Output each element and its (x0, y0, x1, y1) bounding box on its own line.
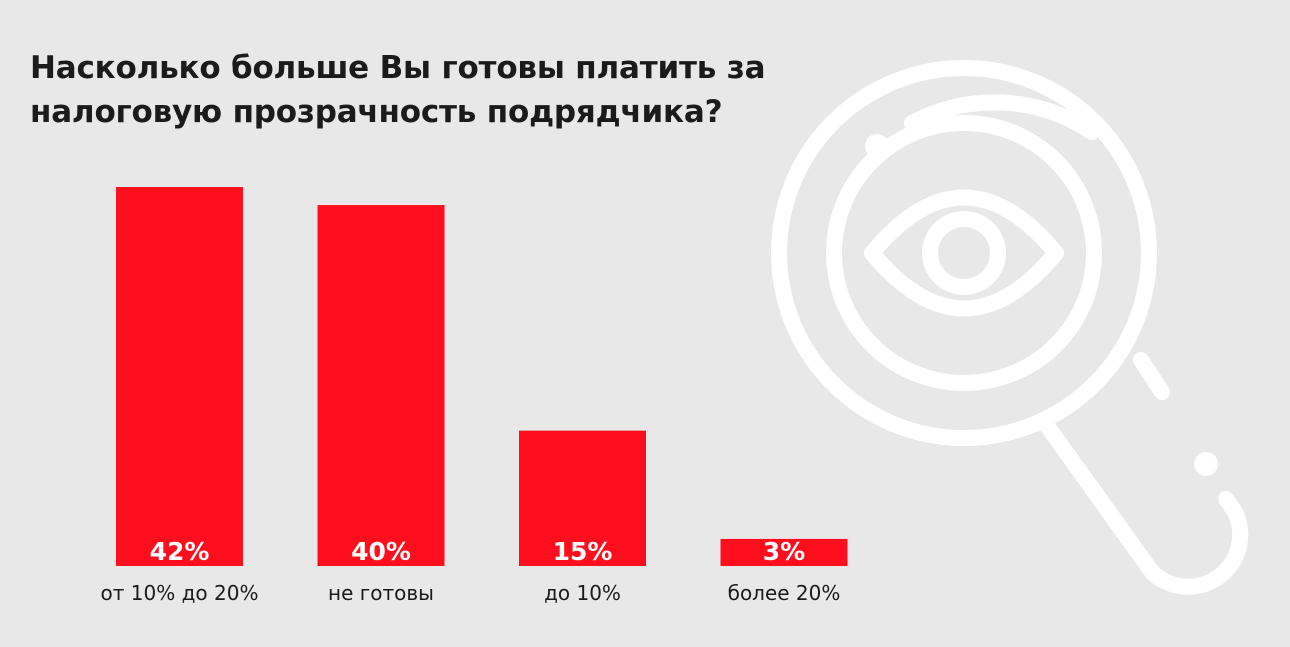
bar-value-label: 40% (351, 537, 411, 566)
bar-value-label: 42% (150, 537, 210, 566)
bar (720, 538, 848, 566)
category-label: от 10% до 20% (101, 581, 259, 605)
bar (317, 205, 445, 567)
bars-layer: 42% от 10% до 20% 40% не готовы 15% до 10% 3% б… (101, 187, 848, 605)
bar (519, 430, 646, 566)
chart-title: Насколько больше Вы готовы платить за на… (30, 50, 766, 130)
category-label: до 10% (544, 581, 621, 605)
magnifier-eye-icon (771, 60, 1249, 595)
bar-value-label: 15% (553, 537, 613, 566)
bar-value-label: 3% (763, 537, 805, 566)
category-label: более 20% (728, 581, 841, 605)
category-label: не готовы (328, 581, 434, 605)
bar (116, 187, 243, 566)
